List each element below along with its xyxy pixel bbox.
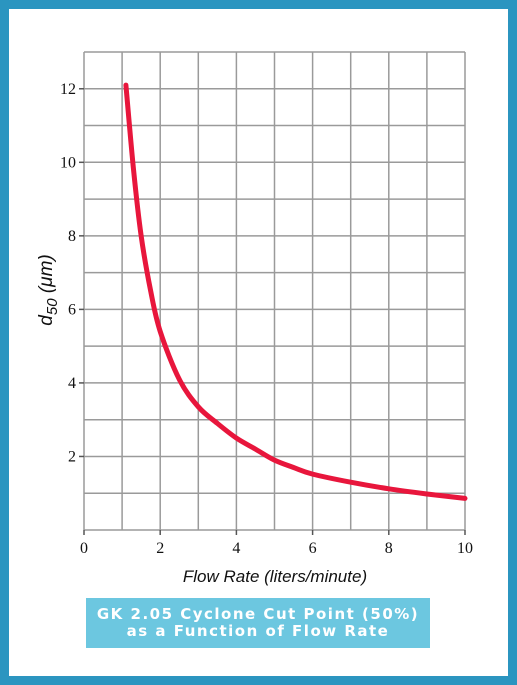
x-tick-label: 4 xyxy=(232,540,240,557)
x-axis-label: Flow Rate (liters/minute) xyxy=(183,567,367,586)
chart-grid xyxy=(79,51,466,535)
y-tick-label: 6 xyxy=(68,301,76,318)
x-tick-label: 10 xyxy=(457,540,473,557)
cut-point-curve xyxy=(123,82,468,501)
tick-labels: 0 2 4 6 8 10 2 4 6 8 10 12 xyxy=(60,81,473,557)
y-tick-label: 4 xyxy=(68,375,76,392)
y-axis-label: d50 (μm) xyxy=(36,254,61,325)
y-tick-label: 12 xyxy=(60,81,76,98)
chart-curve-layer xyxy=(123,82,468,501)
x-tick-label: 8 xyxy=(385,540,393,557)
x-tick-label: 0 xyxy=(80,540,88,557)
caption-line-1: GK 2.05 Cyclone Cut Point (50%) xyxy=(96,605,420,623)
y-axis-label-base: d xyxy=(36,314,57,326)
x-tick-label: 2 xyxy=(156,540,164,557)
y-axis-label-subscript: 50 xyxy=(44,298,61,315)
caption-line-2: as a Function of Flow Rate xyxy=(126,622,390,640)
y-tick-label: 10 xyxy=(60,154,76,171)
y-axis-label-unit: (μm) xyxy=(36,254,57,293)
x-tick-label: 6 xyxy=(309,540,317,557)
figure-caption: GK 2.05 Cyclone Cut Point (50%) as a Fun… xyxy=(86,598,430,648)
y-tick-label: 2 xyxy=(68,448,76,465)
y-tick-label: 8 xyxy=(68,228,76,245)
